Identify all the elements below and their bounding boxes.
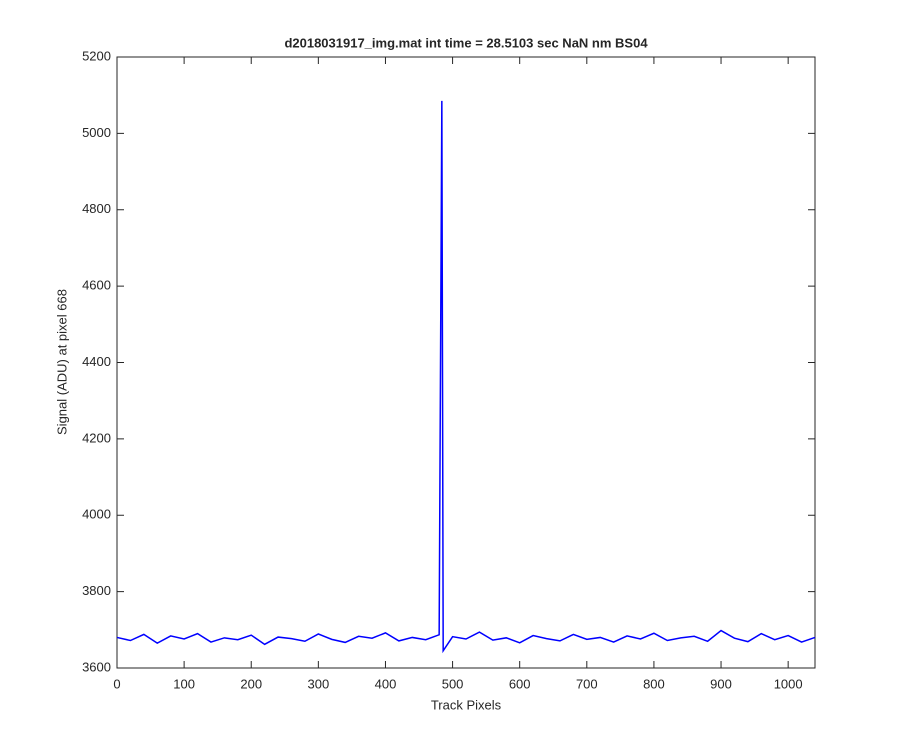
y-tick-label: 5200 [82, 48, 111, 63]
x-tick-label: 600 [509, 676, 531, 691]
x-tick-label: 0 [113, 676, 120, 691]
y-tick-label: 4800 [82, 201, 111, 216]
y-axis-label: Signal (ADU) at pixel 668 [54, 289, 69, 435]
y-tick-label: 3800 [82, 583, 111, 598]
x-tick-label: 300 [307, 676, 329, 691]
x-tick-label: 700 [576, 676, 598, 691]
y-tick-label: 5000 [82, 125, 111, 140]
x-tick-label: 500 [442, 676, 464, 691]
y-tick-label: 4200 [82, 430, 111, 445]
x-tick-label: 400 [375, 676, 397, 691]
x-tick-label: 200 [240, 676, 262, 691]
chart-title: d2018031917_img.mat int time = 28.5103 s… [284, 35, 648, 50]
y-tick-label: 4400 [82, 354, 111, 369]
x-axis-label: Track Pixels [431, 697, 502, 712]
x-tick-label: 1000 [774, 676, 803, 691]
y-tick-label: 4600 [82, 278, 111, 293]
x-tick-label: 900 [710, 676, 732, 691]
x-tick-label: 100 [173, 676, 195, 691]
y-tick-label: 3600 [82, 659, 111, 674]
data-line [116, 100, 816, 654]
x-tick-label: 800 [643, 676, 665, 691]
y-tick-label: 4000 [82, 507, 111, 522]
